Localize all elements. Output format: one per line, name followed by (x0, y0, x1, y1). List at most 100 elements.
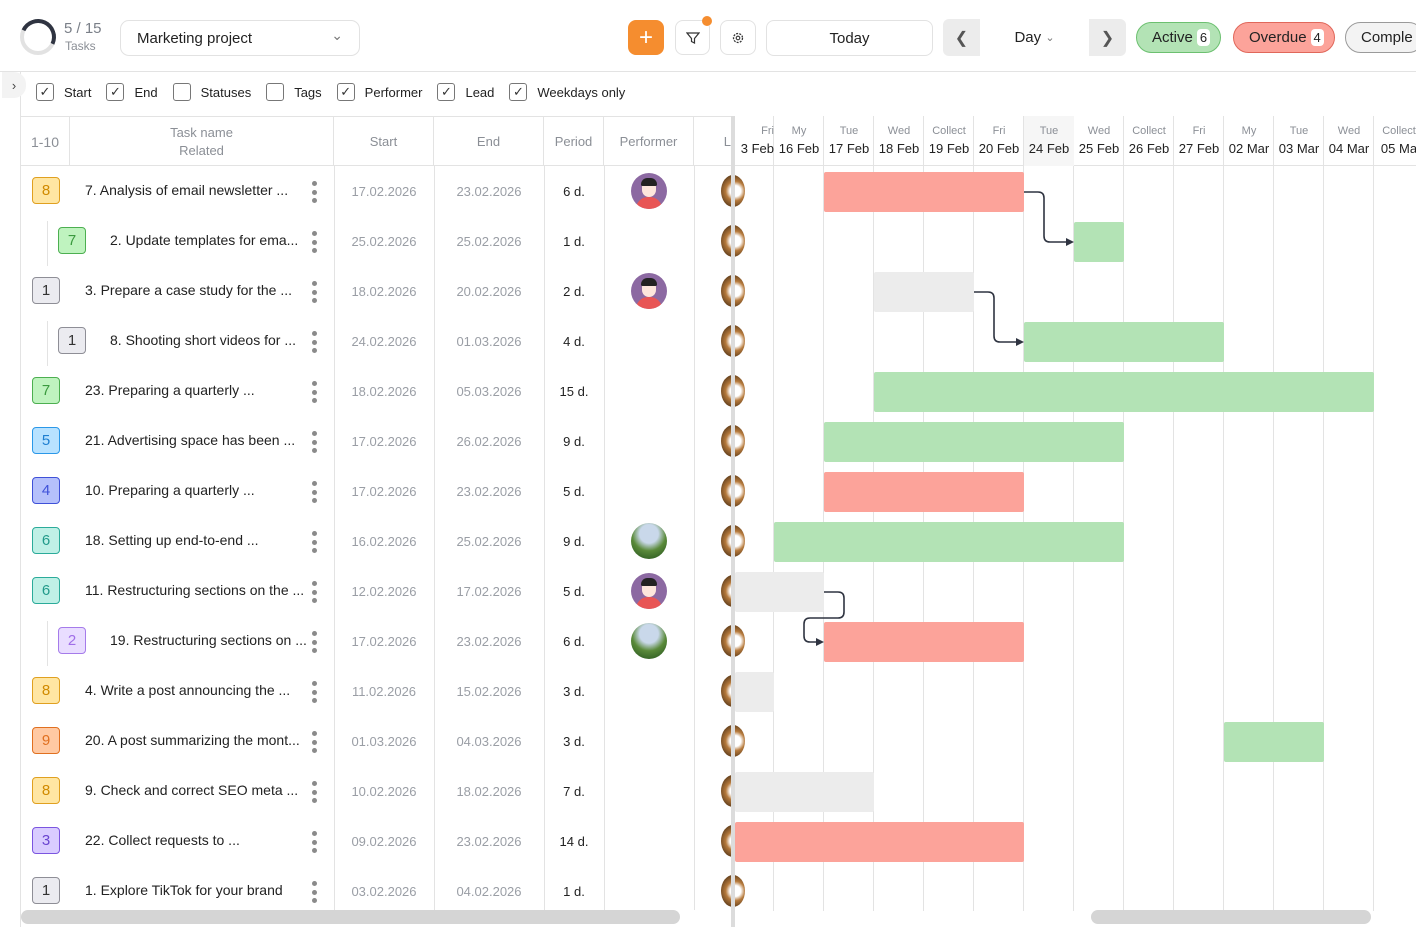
option-start[interactable]: ✓ Start (36, 83, 91, 101)
task-bar-pending[interactable] (735, 672, 774, 712)
add-task-button[interactable]: + (628, 20, 664, 55)
prev-button[interactable]: ❮ (943, 19, 980, 56)
task-name[interactable]: 22. Collect requests to ... (85, 832, 240, 848)
table-row[interactable]: 1 8. Shooting short videos for ... 24.02.2… (21, 316, 745, 366)
table-row[interactable]: 1 1. Explore TikTok for your brand 03.02.2… (21, 866, 745, 916)
table-row[interactable]: 4 10. Preparing a quarterly ... 17.02.2026… (21, 466, 745, 516)
task-bar-active[interactable] (1224, 722, 1324, 762)
checkbox[interactable]: ✓ (336, 83, 355, 101)
task-name[interactable]: 21. Advertising space has been ... (85, 432, 296, 448)
task-name[interactable]: 11. Restructuring sections on the ... (85, 582, 305, 598)
task-name[interactable]: 8. Shooting short videos for ... (110, 332, 296, 348)
task-bar-overdue[interactable] (824, 472, 1024, 512)
pane-splitter[interactable] (731, 116, 735, 927)
more-options-icon[interactable] (311, 181, 317, 203)
table-horizontal-scrollbar[interactable] (21, 910, 680, 924)
task-name-header[interactable]: Task name Related (70, 117, 334, 166)
lead-header[interactable]: L (723, 133, 731, 149)
filter-button[interactable] (675, 20, 710, 55)
task-name[interactable]: 23. Preparing a quarterly ... (85, 382, 255, 398)
more-options-icon[interactable] (311, 581, 317, 603)
more-options-icon[interactable] (311, 531, 317, 553)
table-row[interactable]: 9 20. A post summarizing the mont... 01.03… (21, 716, 745, 766)
task-name[interactable]: 2. Update templates for ema... (110, 232, 299, 248)
task-name[interactable]: 3. Prepare a case study for the ... (85, 282, 292, 298)
performer-avatar[interactable] (631, 573, 667, 609)
performer-avatar[interactable] (631, 173, 667, 209)
task-name[interactable]: 7. Analysis of email newsletter ... (85, 182, 289, 198)
more-options-icon[interactable] (311, 781, 317, 803)
more-options-icon[interactable] (311, 381, 317, 403)
checkbox[interactable] (172, 83, 191, 101)
option-weekdays-only[interactable]: ✓ Weekdays only (509, 83, 625, 101)
end-header[interactable]: End (434, 117, 544, 166)
more-options-icon[interactable] (311, 331, 317, 353)
task-bar-active[interactable] (874, 372, 1374, 412)
task-name[interactable]: 18. Setting up end-to-end ... (85, 532, 259, 548)
table-row[interactable]: 8 4. Write a post announcing the ... 11.02… (21, 666, 745, 716)
task-bar-active[interactable] (824, 422, 1124, 462)
table-row[interactable]: 8 9. Check and correct SEO meta ... 10.02.… (21, 766, 745, 816)
status-filter-overdue[interactable]: Overdue 4 (1233, 22, 1335, 53)
arrowhead-icon (816, 638, 824, 646)
table-row[interactable]: 8 7. Analysis of email newsletter ... 17.0… (21, 166, 745, 216)
performer-avatar[interactable] (631, 273, 667, 309)
expand-sidebar-button[interactable]: › (2, 72, 26, 98)
checkbox[interactable]: ✓ (106, 83, 125, 101)
option-performer[interactable]: ✓ Performer (336, 83, 422, 101)
task-name[interactable]: 19. Restructuring sections on ... (110, 632, 307, 648)
task-bar-pending[interactable] (735, 572, 824, 612)
settings-button[interactable] (720, 20, 756, 55)
view-mode-select[interactable]: Day ⌄ (980, 19, 1089, 56)
table-row[interactable]: 7 23. Preparing a quarterly ... 18.02.2026… (21, 366, 745, 416)
option-lead[interactable]: ✓ Lead (437, 83, 494, 101)
more-options-icon[interactable] (311, 631, 317, 653)
next-button[interactable]: ❯ (1089, 19, 1126, 56)
more-options-icon[interactable] (311, 431, 317, 453)
table-row[interactable]: 7 2. Update templates for ema... 25.02.202… (21, 216, 745, 266)
task-name[interactable]: 10. Preparing a quarterly ... (85, 482, 255, 498)
task-name[interactable]: 9. Check and correct SEO meta ... (85, 782, 299, 798)
period-header[interactable]: Period (544, 117, 604, 166)
task-name[interactable]: 1. Explore TikTok for your brand (85, 882, 283, 898)
table-row[interactable]: 3 22. Collect requests to ... 09.02.2026 23… (21, 816, 745, 866)
project-select[interactable]: Marketing project ⌄ (120, 20, 360, 56)
table-row[interactable]: 1 3. Prepare a case study for the ... 18.0… (21, 266, 745, 316)
more-options-icon[interactable] (311, 481, 317, 503)
table-row[interactable]: 5 21. Advertising space has been ... 17.02… (21, 416, 745, 466)
performer-avatar[interactable] (631, 523, 667, 559)
checkbox[interactable]: ✓ (437, 83, 456, 101)
more-options-icon[interactable] (311, 281, 317, 303)
performer-avatar[interactable] (631, 623, 667, 659)
more-options-icon[interactable] (311, 881, 317, 903)
option-tags[interactable]: Tags (266, 83, 322, 101)
task-bar-active[interactable] (1024, 322, 1224, 362)
task-bar-pending[interactable] (735, 772, 874, 812)
task-name[interactable]: 4. Write a post announcing the ... (85, 682, 291, 698)
gantt-horizontal-scrollbar[interactable] (1091, 910, 1371, 924)
more-options-icon[interactable] (311, 231, 317, 253)
checkbox[interactable]: ✓ (36, 83, 54, 101)
table-row[interactable]: 6 18. Setting up end-to-end ... 16.02.2026… (21, 516, 745, 566)
status-filter-comple[interactable]: Comple (1345, 22, 1416, 53)
more-options-icon[interactable] (311, 831, 317, 853)
task-name[interactable]: 20. A post summarizing the mont... (85, 732, 300, 748)
checkbox[interactable] (266, 83, 285, 101)
more-options-icon[interactable] (311, 681, 317, 703)
table-row[interactable]: 2 19. Restructuring sections on ... 17.02.… (21, 616, 745, 666)
task-bar-active[interactable] (774, 522, 1124, 562)
task-bar-overdue[interactable] (824, 622, 1024, 662)
option-statuses[interactable]: Statuses (172, 83, 251, 101)
task-bar-overdue[interactable] (824, 172, 1024, 212)
performer-header[interactable]: Performer (604, 117, 694, 166)
start-header[interactable]: Start (334, 117, 434, 166)
task-bar-active[interactable] (1074, 222, 1124, 262)
table-row[interactable]: 6 11. Restructuring sections on the ... 12… (21, 566, 745, 616)
status-filter-active[interactable]: Active 6 (1136, 22, 1222, 53)
checkbox[interactable]: ✓ (509, 83, 528, 101)
today-button[interactable]: Today (766, 20, 933, 56)
option-end[interactable]: ✓ End (106, 83, 158, 101)
task-bar-pending[interactable] (874, 272, 974, 312)
more-options-icon[interactable] (311, 731, 317, 753)
task-bar-overdue[interactable] (735, 822, 1024, 862)
